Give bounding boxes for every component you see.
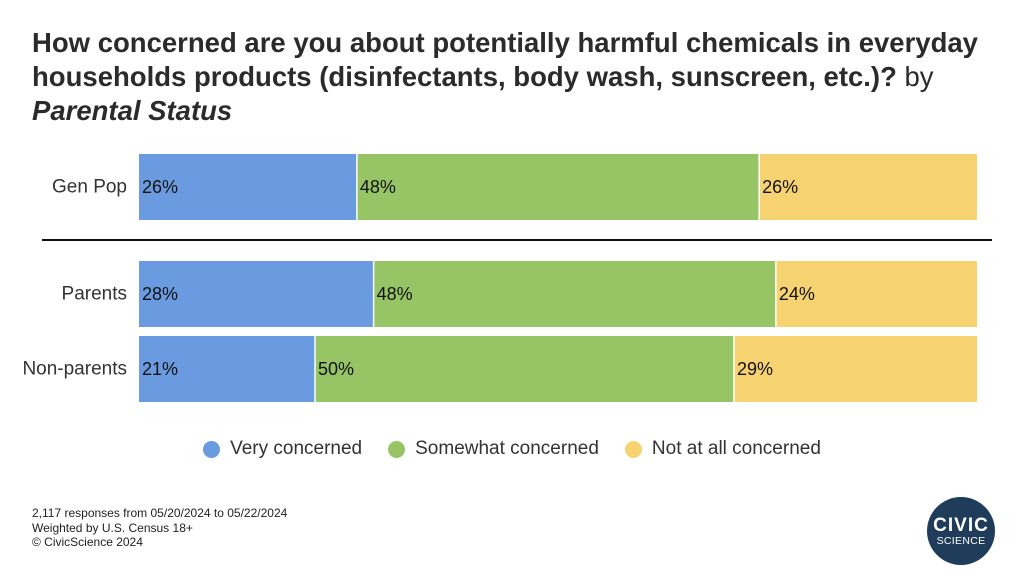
legend-item-very-concerned: Very concerned — [203, 438, 362, 460]
legend-label-not-at-all-concerned: Not at all concerned — [651, 438, 821, 459]
bar-non-parents-not-at-all-concerned — [733, 336, 977, 402]
data-label-non-parents-very-concerned: 21% — [142, 359, 178, 379]
chart-title: How concerned are you about potentially … — [32, 26, 992, 128]
stacked-bar-chart: Gen Pop 26% 48% 26% Parents 28% 48% 24% Non-pare… — [22, 154, 992, 402]
legend-dot-very-concerned — [203, 440, 221, 458]
data-label-gen-pop-not-at-all-concerned: 26% — [762, 177, 798, 197]
bar-non-parents-very-concerned — [139, 336, 315, 402]
civicscience-logo: CIVIC SCIENCE — [927, 497, 995, 565]
data-label-gen-pop-somewhat-concerned: 48% — [360, 177, 396, 197]
legend-label-somewhat-concerned: Somewhat concerned — [415, 438, 599, 459]
bar-gen-pop-somewhat-concerned — [356, 154, 760, 220]
bar-non-parents-somewhat-concerned — [314, 336, 734, 402]
bar-gen-pop-very-concerned — [139, 154, 357, 220]
row-label-parents: Parents — [62, 284, 127, 305]
data-label-gen-pop-very-concerned: 26% — [142, 177, 178, 197]
data-label-non-parents-somewhat-concerned: 50% — [318, 359, 354, 379]
row-label-gen-pop: Gen Pop — [52, 177, 127, 198]
footer-copyright: © CivicScience 2024 — [32, 535, 143, 549]
footer-weighting: Weighted by U.S. Census 18+ — [32, 520, 193, 535]
bar-parents-very-concerned — [139, 261, 374, 327]
bar-gen-pop-not-at-all-concerned — [759, 154, 977, 220]
data-label-parents-somewhat-concerned: 48% — [377, 284, 413, 304]
chart-subtitle: Parental Status — [32, 95, 233, 126]
bar-parents-not-at-all-concerned — [775, 261, 977, 327]
chart-legend: Very concerned Somewhat concerned Not at… — [0, 438, 1024, 460]
chart-title-main: How concerned are you about potentially … — [32, 27, 978, 92]
legend-dot-somewhat-concerned — [388, 440, 406, 458]
legend-item-somewhat-concerned: Somewhat concerned — [388, 438, 599, 460]
legend-label-very-concerned: Very concerned — [230, 438, 363, 459]
logo-text-science: SCIENCE — [936, 534, 986, 547]
legend-item-not-at-all-concerned: Not at all concerned — [624, 438, 821, 460]
data-label-parents-very-concerned: 28% — [142, 284, 178, 304]
data-label-parents-not-at-all-concerned: 24% — [779, 284, 815, 304]
logo-text-civic: CIVIC — [933, 514, 989, 536]
source-footer: 2,117 responses from 05/20/2024 to 05/22… — [32, 506, 287, 550]
chart-title-by: by — [904, 61, 934, 92]
bar-parents-somewhat-concerned — [373, 261, 776, 327]
data-label-non-parents-not-at-all-concerned: 29% — [737, 359, 773, 379]
row-label-non-parents: Non-parents — [22, 359, 127, 380]
footer-responses: 2,117 responses from 05/20/2024 to 05/22… — [32, 506, 288, 520]
legend-dot-not-at-all-concerned — [624, 440, 642, 458]
